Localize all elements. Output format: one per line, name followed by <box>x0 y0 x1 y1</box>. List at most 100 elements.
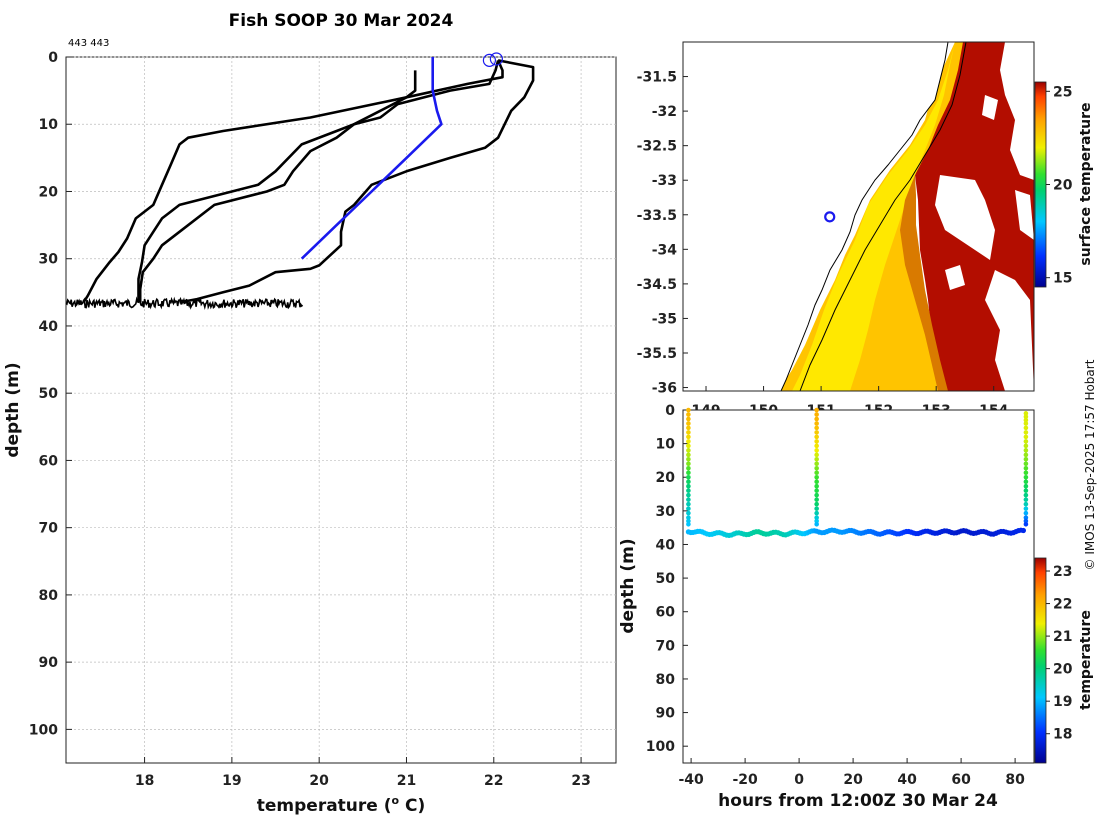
cast-point <box>814 421 819 426</box>
cast-point <box>1023 457 1029 462</box>
section-y-tick-label: 100 <box>646 739 675 755</box>
cast-point <box>814 425 819 431</box>
map-y-tick-label: -34 <box>652 242 678 258</box>
surface-marker <box>482 53 497 67</box>
credit-text: © IMOS 13-Sep-2025 17:57 Hobart <box>1083 359 1097 570</box>
x-tick-label: 18 <box>135 773 154 789</box>
map-y-tick-label: -31.5 <box>637 70 677 86</box>
section-colorbar-tick-label: 23 <box>1053 564 1072 580</box>
cast-point <box>686 457 691 462</box>
section-y-tick-label: 0 <box>665 403 675 419</box>
cloud-gap-3 <box>935 175 995 260</box>
sst-colorbar-tick-label: 25 <box>1053 84 1072 100</box>
cast-point <box>1023 421 1029 426</box>
x-axis-label: temperature (o C) <box>257 794 426 816</box>
cast-point <box>1023 461 1029 467</box>
x-axis-label-text: temperature ( <box>257 796 392 816</box>
section-x-tick-label: -40 <box>678 772 704 788</box>
sst-map: 149150151152153154 -31.5-32-32.5-33-33.5… <box>637 41 1094 419</box>
cloud-gap-6 <box>945 265 965 290</box>
cast-point <box>686 416 691 422</box>
section-colorbar-tick-label: 18 <box>1053 727 1072 743</box>
cast-point <box>814 518 819 524</box>
shelf-isobath <box>799 42 967 391</box>
section-y-axis-label: depth (m) <box>618 538 638 633</box>
cloud-gap-5 <box>1015 190 1034 240</box>
chart-title: Fish SOOP 30 Mar 2024 <box>229 11 454 31</box>
y-tick-label: 80 <box>39 588 59 604</box>
cast-point <box>1023 492 1029 498</box>
cast-point <box>1023 488 1029 493</box>
cast-point <box>1023 506 1029 511</box>
section-y-tick-label: 20 <box>656 470 676 486</box>
map-y-tick-label: -34.5 <box>637 277 677 293</box>
cast-point <box>1023 497 1029 502</box>
section-colorbar <box>1034 557 1047 764</box>
cast-point <box>686 488 691 493</box>
section-colorbar-tick-label: 19 <box>1053 694 1072 710</box>
cast-point <box>686 479 691 485</box>
section-y-tick-label: 50 <box>656 571 676 587</box>
section-y-tick-label: 30 <box>656 504 676 520</box>
cast-point <box>686 492 691 498</box>
section-x-tick-label: 40 <box>897 772 917 788</box>
profile-line-1 <box>82 70 417 304</box>
track-section-plot: -40 -20 0 20 40 60 80 0 10 20 30 40 50 60 70 80 90 100 h… <box>618 403 1094 811</box>
profile-plot: 18 19 20 21 22 23 0 10 20 30 40 50 60 70 80 90 100 temp… <box>3 50 617 816</box>
land <box>683 42 949 391</box>
map-y-tick-label: -35 <box>652 311 677 327</box>
section-y-tick-label: 80 <box>656 672 676 688</box>
cast-point <box>1023 448 1029 453</box>
sst-colorbar-tick-label: 15 <box>1053 271 1072 287</box>
cast-point <box>1023 479 1029 485</box>
cast-point <box>1023 430 1029 435</box>
cast-point <box>686 518 691 524</box>
cast-point <box>814 461 819 467</box>
y-tick-label: 10 <box>39 117 59 133</box>
cast-point <box>1023 470 1029 476</box>
x-tick-label: 20 <box>309 773 329 789</box>
cast-point <box>1023 522 1029 527</box>
cast-point <box>686 497 691 502</box>
map-frame <box>682 41 1035 392</box>
section-x-tick-label: 80 <box>1005 772 1025 788</box>
cast-count-label: 443 443 <box>68 38 109 49</box>
section-colorbar-tick-label: 20 <box>1053 662 1073 678</box>
cast-point <box>686 506 691 511</box>
section-colorbar-label: temperature <box>1078 610 1094 710</box>
cast-point <box>686 522 691 527</box>
cast-point <box>1023 510 1029 516</box>
cast-point <box>1023 465 1029 471</box>
cast-point <box>814 465 819 471</box>
cast-point <box>814 430 819 435</box>
cast-point <box>814 522 819 527</box>
sst-colorbar <box>1034 81 1047 288</box>
cast-point <box>686 421 691 426</box>
profile-line-2 <box>137 60 500 303</box>
cloud-gap-4 <box>985 270 1034 391</box>
map-y-tick-label: -32.5 <box>637 139 677 155</box>
y-tick-label: 100 <box>29 722 58 738</box>
cast-point <box>814 452 819 458</box>
y-tick-label: 50 <box>39 386 59 402</box>
cast-point <box>1023 452 1029 458</box>
cast-point <box>1023 411 1029 416</box>
cast-point <box>686 434 691 440</box>
latest-profile-line <box>300 57 443 260</box>
y-tick-label: 20 <box>39 184 59 200</box>
inner-shelf-water <box>792 42 955 391</box>
cast-point <box>686 452 691 458</box>
section-plot-frame <box>682 409 1035 764</box>
cloud-gap-2 <box>982 95 998 120</box>
cast-point <box>1023 518 1029 524</box>
cast-point <box>1023 417 1029 423</box>
cast-point <box>686 515 691 520</box>
cast-point <box>686 510 691 516</box>
cast-point <box>814 492 819 498</box>
cast-point <box>686 501 691 507</box>
cast-point <box>1023 501 1029 507</box>
cast-point <box>814 412 819 417</box>
map-y-tick-label: -35.5 <box>637 346 677 362</box>
cast-point <box>814 470 819 476</box>
